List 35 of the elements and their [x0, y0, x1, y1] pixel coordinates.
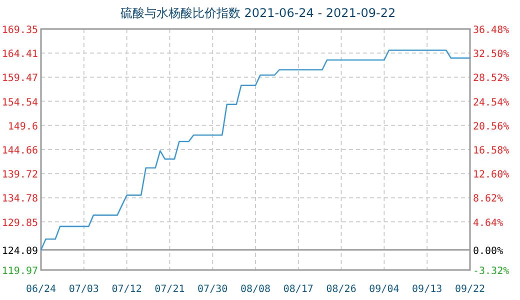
- x-tick-label: 09/04: [369, 284, 400, 295]
- x-tick-label: 08/26: [326, 284, 356, 295]
- y2-tick-label: 24.54%: [473, 97, 510, 108]
- y2-tick-label: 20.56%: [473, 121, 510, 132]
- chart-title: 硫酸与水杨酸比价指数 2021-06-24 - 2021-09-22: [120, 6, 396, 20]
- y2-tick-label: 32.50%: [473, 49, 510, 60]
- x-tick-label: 08/17: [283, 284, 314, 295]
- y-tick-label: 134.78: [2, 194, 38, 205]
- y-tick-label: 129.85: [2, 218, 38, 229]
- y-tick-label: 124.09: [2, 246, 38, 257]
- y-tick-label: 169.35: [2, 25, 38, 36]
- y-tick-label: 144.66: [2, 146, 38, 156]
- y2-tick-label: 16.58%: [473, 146, 510, 156]
- x-tick-label: 06/24: [26, 284, 56, 295]
- y-tick-label: 139.72: [2, 170, 38, 181]
- x-tick-label: 07/03: [68, 284, 99, 295]
- y2-tick-label: 12.60%: [473, 170, 510, 181]
- y-tick-label: 154.54: [2, 97, 38, 108]
- x-tick-label: 07/30: [198, 284, 228, 295]
- y2-tick-label: 36.48%: [473, 25, 510, 36]
- y-tick-label: 164.41: [2, 49, 38, 60]
- y2-tick-label: 0.00%: [473, 246, 504, 257]
- x-tick-label: 09/22: [454, 284, 486, 295]
- y2-tick-label: 8.62%: [473, 194, 504, 205]
- y2-tick-label: 28.52%: [473, 73, 510, 84]
- y-tick-label: 159.47: [2, 73, 38, 84]
- x-tick-label: 09/13: [412, 284, 442, 295]
- y-tick-label: 149.6: [8, 121, 38, 132]
- x-tick-label: 07/12: [112, 284, 142, 295]
- y2-tick-label: -3.32%: [473, 266, 510, 277]
- line-series: [40, 50, 471, 250]
- y2-tick-label: 4.64%: [473, 218, 504, 229]
- x-tick-label: 08/08: [240, 284, 271, 295]
- x-tick-label: 07/21: [154, 284, 185, 295]
- y-tick-label: 119.97: [2, 266, 38, 277]
